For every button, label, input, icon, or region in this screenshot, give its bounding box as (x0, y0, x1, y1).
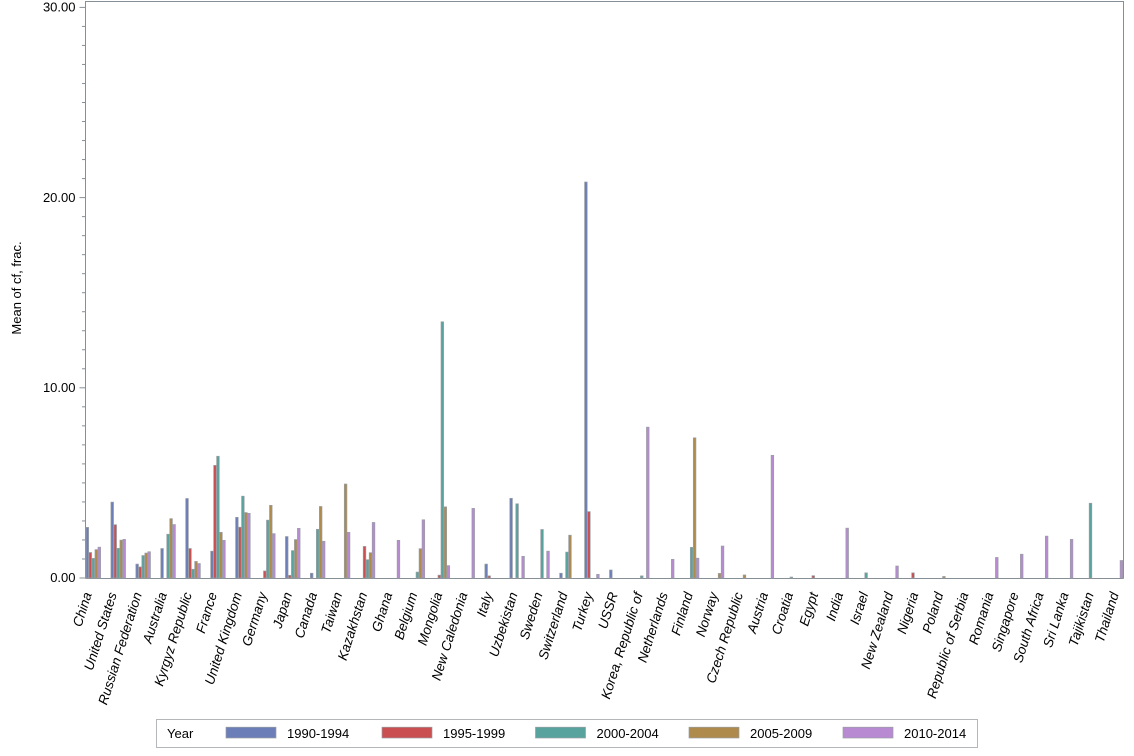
svg-text:1990-1994: 1990-1994 (287, 726, 349, 741)
svg-text:2000-2004: 2000-2004 (597, 726, 659, 741)
svg-text:20.00: 20.00 (43, 190, 76, 205)
svg-text:Italy: Italy (474, 589, 496, 618)
svg-text:1995-1999: 1995-1999 (443, 726, 505, 741)
svg-text:10.00: 10.00 (43, 380, 76, 395)
svg-text:30.00: 30.00 (43, 0, 76, 15)
svg-text:Year: Year (167, 726, 194, 741)
svg-text:2010-2014: 2010-2014 (904, 726, 966, 741)
svg-text:0.00: 0.00 (50, 570, 75, 585)
svg-text:2005-2009: 2005-2009 (750, 726, 812, 741)
svg-text:Mean of cf, frac.: Mean of cf, frac. (9, 241, 24, 334)
